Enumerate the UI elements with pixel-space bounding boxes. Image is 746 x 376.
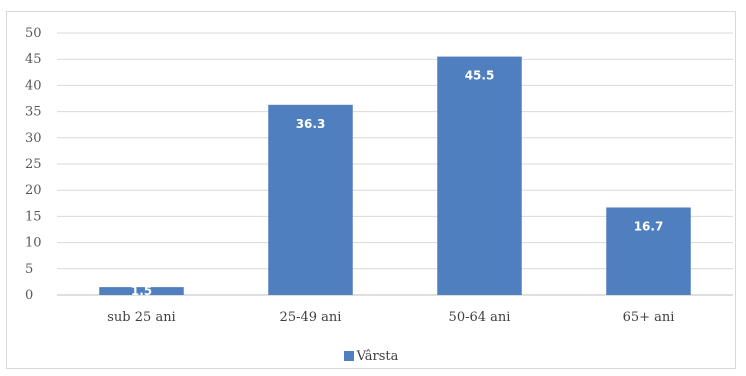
bar [268,104,353,296]
data-label: 36.3 [296,117,326,131]
legend-swatch [343,350,354,361]
category-label: 65+ ani [623,310,675,325]
y-tick-label: 15 [25,209,42,224]
bar [437,56,522,295]
data-label: 16.7 [634,219,664,233]
bar [606,207,691,295]
y-tick-label: 45 [25,52,42,67]
bar-chart: 0 5 10 15 20 25 30 35 40 45 50 1.5 sub 25 ani 36.3 25-… [25,26,733,325]
category-label: 25-49 ani [280,310,342,325]
chart-frame: 0 5 10 15 20 25 30 35 40 45 50 1.5 sub 25 ani 36.3 25-… [6,11,736,369]
y-tick-label: 30 [25,131,42,146]
y-tick-label: 50 [25,26,42,41]
y-tick-label: 25 [25,157,42,172]
y-tick-label: 35 [25,105,42,120]
bar [99,287,184,295]
legend-label: Vârsta [356,349,399,364]
category-label: sub 25 ani [107,310,175,325]
y-tick-label: 0 [25,288,33,303]
y-tick-label: 20 [25,183,42,198]
y-tick-label: 40 [25,78,42,93]
data-label: 1.5 [131,284,152,298]
category-label: 50-64 ani [449,310,511,325]
data-label: 45.5 [465,69,495,83]
y-tick-label: 10 [25,236,42,251]
y-tick-label: 5 [25,262,33,277]
legend: Vârsta [7,349,735,364]
